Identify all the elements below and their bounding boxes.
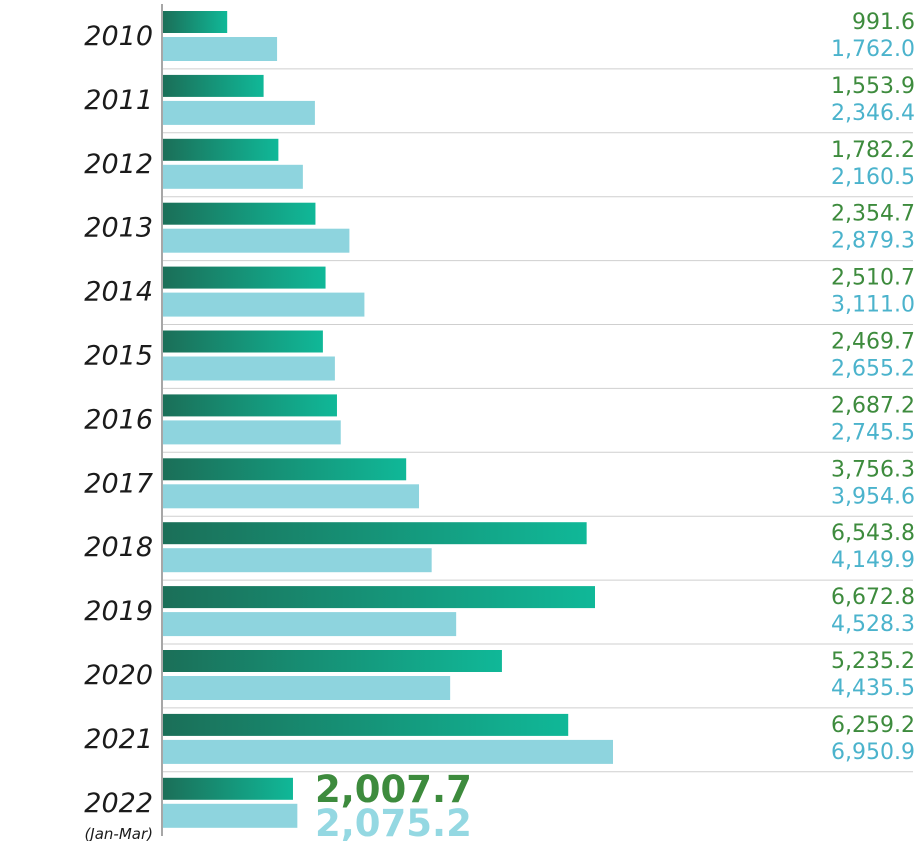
- bar-series-a-2019: [163, 586, 595, 609]
- bar-series-a-2016: [163, 394, 337, 417]
- year-label-2013: 2013: [84, 213, 153, 244]
- value-label-series-a-2019: 6,672.8: [831, 585, 915, 610]
- year-label-2017: 2017: [84, 468, 153, 499]
- bar-series-b-2010: [163, 37, 278, 61]
- bar-series-b-2011: [163, 100, 315, 125]
- bar-series-b-2016: [163, 420, 341, 445]
- value-label-series-a-2011: 1,553.9: [831, 74, 915, 99]
- bar-series-b-2022: [163, 803, 298, 828]
- bar-series-a-2011: [163, 74, 264, 97]
- value-label-series-b-2018: 4,149.9: [831, 548, 915, 573]
- value-label-series-a-2016: 2,687.2: [831, 393, 915, 418]
- bar-series-b-2014: [163, 292, 365, 317]
- year-label-2019: 2019: [84, 596, 153, 627]
- bar-series-a-2017: [163, 458, 407, 481]
- value-label-series-a-2014: 2,510.7: [831, 266, 915, 291]
- value-label-series-a-2015: 2,469.7: [831, 330, 915, 355]
- value-label-series-b-2015: 2,655.2: [831, 357, 915, 382]
- value-label-series-a-2022: 2,007.7: [315, 768, 472, 811]
- value-label-series-b-2021: 6,950.9: [831, 740, 915, 765]
- value-label-series-b-2012: 2,160.5: [831, 165, 915, 190]
- value-label-series-b-2017: 3,954.6: [831, 484, 915, 509]
- bars: [163, 11, 613, 828]
- year-label-2020: 2020: [84, 660, 153, 691]
- bar-series-b-2019: [163, 612, 457, 637]
- year-sublabel-2022: (Jan-Mar): [84, 825, 153, 841]
- bar-series-b-2017: [163, 484, 420, 509]
- value-label-series-b-2016: 2,745.5: [831, 420, 915, 445]
- bar-series-a-2013: [163, 202, 316, 225]
- row-separators: [163, 68, 913, 773]
- bar-series-b-2021: [163, 739, 613, 764]
- bar-series-b-2020: [163, 676, 451, 700]
- value-label-series-a-2021: 6,259.2: [831, 713, 915, 738]
- year-label-2021: 2021: [84, 724, 153, 755]
- bar-series-a-2010: [163, 11, 228, 33]
- year-label-2016: 2016: [84, 404, 153, 435]
- year-label-2012: 2012: [84, 149, 153, 180]
- value-label-series-b-2019: 4,528.3: [831, 612, 915, 637]
- value-label-series-b-2022: 2,075.2: [315, 802, 472, 841]
- year-label-2015: 2015: [84, 341, 153, 372]
- value-label-series-b-2020: 4,435.5: [831, 676, 915, 701]
- bar-series-a-2015: [163, 330, 323, 353]
- value-label-series-a-2018: 6,543.8: [831, 521, 915, 546]
- value-label-series-b-2014: 3,111.0: [831, 293, 915, 318]
- value-label-series-b-2010: 1,762.0: [831, 37, 915, 62]
- value-label-series-a-2013: 2,354.7: [831, 202, 915, 227]
- bar-series-b-2013: [163, 228, 350, 253]
- bar-series-a-2012: [163, 138, 279, 161]
- value-label-series-a-2010: 991.6: [852, 10, 915, 35]
- bar-series-a-2022: [163, 777, 293, 800]
- year-label-2010: 2010: [84, 21, 153, 52]
- bar-series-b-2015: [163, 356, 335, 381]
- bar-series-a-2014: [163, 266, 326, 289]
- bar-series-b-2012: [163, 164, 303, 189]
- bar-series-a-2018: [163, 522, 587, 545]
- year-label-2014: 2014: [84, 277, 153, 308]
- value-label-series-a-2020: 5,235.2: [831, 649, 915, 674]
- value-label-series-b-2013: 2,879.3: [831, 229, 915, 254]
- value-label-series-a-2012: 1,782.2: [831, 138, 915, 163]
- bar-series-b-2018: [163, 548, 432, 573]
- bar-series-a-2021: [163, 713, 569, 736]
- value-label-series-b-2011: 2,346.4: [831, 101, 915, 126]
- value-label-series-a-2017: 3,756.3: [831, 457, 915, 482]
- bar-series-a-2020: [163, 650, 502, 672]
- labels: 2010 991.61,762.0 2011 1,553.92,346.4 2012 1,…: [84, 10, 915, 841]
- year-label-2022: 2022: [84, 788, 153, 819]
- year-label-2011: 2011: [84, 85, 153, 116]
- year-label-2018: 2018: [84, 532, 153, 563]
